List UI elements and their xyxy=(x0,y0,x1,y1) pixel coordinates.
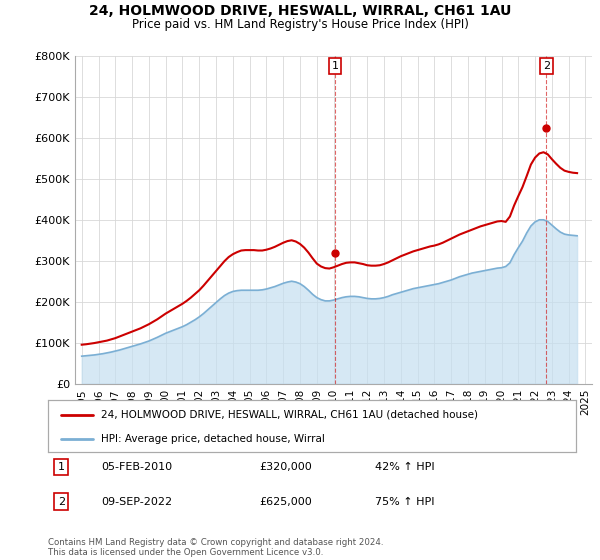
Text: 2: 2 xyxy=(543,61,550,71)
Text: 09-SEP-2022: 09-SEP-2022 xyxy=(101,497,172,507)
Text: 2: 2 xyxy=(58,497,65,507)
Text: 24, HOLMWOOD DRIVE, HESWALL, WIRRAL, CH61 1AU (detached house): 24, HOLMWOOD DRIVE, HESWALL, WIRRAL, CH6… xyxy=(101,410,478,420)
Text: 1: 1 xyxy=(58,462,65,472)
Text: 1: 1 xyxy=(331,61,338,71)
Text: 75% ↑ HPI: 75% ↑ HPI xyxy=(376,497,435,507)
Text: 24, HOLMWOOD DRIVE, HESWALL, WIRRAL, CH61 1AU: 24, HOLMWOOD DRIVE, HESWALL, WIRRAL, CH6… xyxy=(89,4,511,18)
Text: £320,000: £320,000 xyxy=(259,462,312,472)
Text: 42% ↑ HPI: 42% ↑ HPI xyxy=(376,462,435,472)
Text: 05-FEB-2010: 05-FEB-2010 xyxy=(101,462,172,472)
Text: Contains HM Land Registry data © Crown copyright and database right 2024.
This d: Contains HM Land Registry data © Crown c… xyxy=(48,538,383,557)
Text: HPI: Average price, detached house, Wirral: HPI: Average price, detached house, Wirr… xyxy=(101,434,325,444)
Text: Price paid vs. HM Land Registry's House Price Index (HPI): Price paid vs. HM Land Registry's House … xyxy=(131,18,469,31)
Text: £625,000: £625,000 xyxy=(259,497,312,507)
